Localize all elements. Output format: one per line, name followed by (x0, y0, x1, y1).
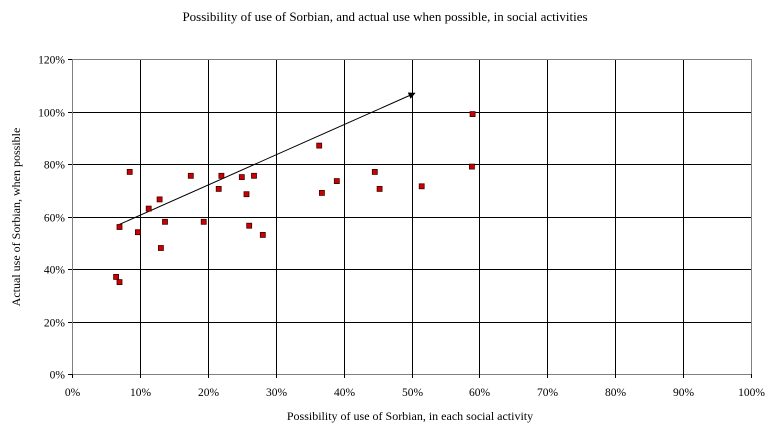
data-point (162, 218, 168, 225)
plot-background (72, 59, 751, 374)
y-axis-label: Actual use of Sorbian, when possible (9, 128, 23, 307)
x-tick-label: 100% (738, 387, 765, 399)
y-tick-label: 40% (44, 265, 66, 277)
data-point (418, 183, 425, 190)
y-tick-label: 20% (44, 318, 66, 330)
x-axis-label: Possibility of use of Sorbian, in each s… (287, 409, 533, 423)
data-point (259, 231, 266, 238)
data-point (316, 142, 323, 149)
data-point (215, 185, 222, 192)
trend-arrow (119, 92, 416, 225)
data-point (376, 185, 383, 192)
data-point (116, 279, 123, 286)
chart-title: Possibility of use of Sorbian, and actua… (182, 9, 587, 24)
data-point (251, 172, 257, 179)
data-point (126, 168, 133, 175)
data-point (469, 111, 476, 117)
x-tick-label: 80% (605, 387, 627, 399)
data-point (200, 218, 207, 225)
data-point (468, 163, 475, 170)
data-point (157, 245, 164, 251)
x-tick-label: 30% (266, 387, 288, 399)
data-point (333, 178, 340, 185)
data-point (243, 191, 250, 198)
data-point (156, 196, 163, 203)
x-tick-label: 10% (130, 387, 152, 399)
x-tick-label: 20% (198, 387, 220, 399)
x-tick-label: 90% (673, 387, 695, 399)
y-tick-label: 0% (50, 370, 66, 382)
data-point (187, 172, 194, 179)
y-tick-label: 60% (44, 213, 66, 225)
data-point (218, 172, 225, 179)
data-point (246, 222, 253, 229)
data-point (318, 189, 325, 196)
data-point (238, 174, 245, 181)
x-tick-label: 40% (334, 387, 356, 399)
x-tick-label: 70% (537, 387, 559, 399)
data-point (134, 229, 141, 236)
x-tick-label: 60% (469, 387, 491, 399)
data-point (113, 273, 119, 280)
x-tick-label: 0% (65, 387, 81, 399)
data-point (145, 205, 152, 212)
plot-area: 0% 10% 20% 30% 40% 50% 60% 70% 80% 90% 100% 0% 20% 40… (38, 55, 765, 400)
y-tick-label: 80% (44, 160, 66, 172)
data-point (116, 224, 123, 230)
data-point (371, 168, 378, 175)
y-tick-label: 120% (38, 55, 65, 67)
x-tick-label: 50% (402, 387, 424, 399)
y-tick-label: 100% (38, 108, 65, 120)
